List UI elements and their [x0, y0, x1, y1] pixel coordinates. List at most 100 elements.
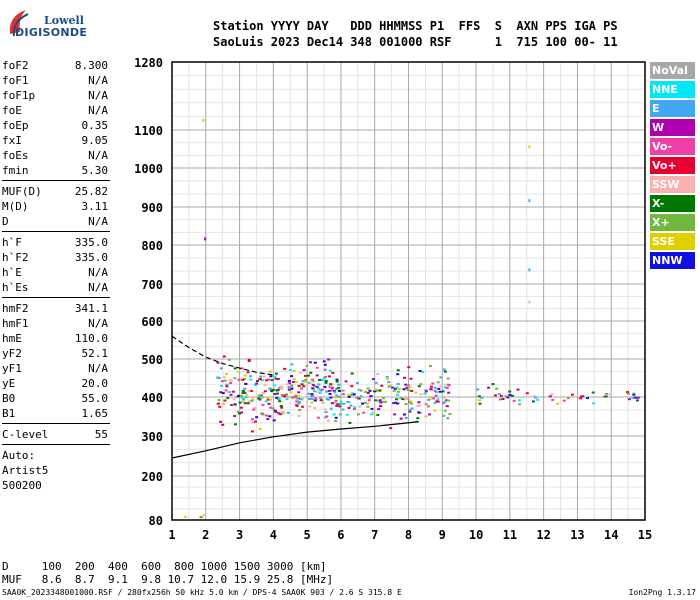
echo-point [229, 393, 233, 396]
param-row: yF2 52.1 [2, 346, 110, 361]
param-label: foF2 [2, 59, 29, 72]
echo-point [302, 385, 306, 388]
legend-item: X+ [650, 214, 695, 231]
echo-point [261, 403, 265, 406]
echo-point [395, 386, 399, 389]
echo-point [335, 404, 339, 407]
x-tick-label: 12 [536, 528, 550, 542]
echo-point [369, 413, 373, 416]
echo-point [327, 419, 330, 422]
echo-point [238, 401, 242, 404]
echo-point [286, 395, 290, 398]
echo-point [347, 395, 351, 398]
echo-point [276, 392, 279, 395]
echo-point [232, 398, 236, 401]
echo-point [445, 399, 449, 402]
param-label: foE [2, 104, 22, 117]
echo-point [249, 378, 253, 381]
x-tick-label: 8 [405, 528, 412, 542]
y-tick-label: 1000 [134, 162, 163, 176]
echo-point [334, 420, 337, 422]
x-tick-label: 2 [202, 528, 209, 542]
echo-point [320, 399, 324, 402]
param-row: yE 20.0 [2, 376, 110, 391]
echo-point [240, 411, 244, 414]
echo-point [313, 407, 317, 409]
echo-point [329, 407, 333, 410]
y-tick-label: 80 [149, 514, 163, 528]
echo-point [434, 391, 438, 394]
echo-point [362, 411, 366, 414]
param-label: h`F [2, 236, 22, 249]
param-label: B1 [2, 407, 16, 420]
param-label: foF1 [2, 74, 29, 87]
echo-point [303, 380, 307, 383]
echo-point [364, 401, 367, 404]
echo-point [436, 381, 440, 384]
echo-point [259, 375, 263, 378]
echo-point [320, 379, 324, 381]
echo-point [297, 414, 301, 417]
echo-point [331, 371, 335, 374]
echo-point [295, 400, 299, 403]
echo-point [341, 393, 345, 396]
echo-point [317, 387, 321, 390]
echo-point [391, 386, 395, 389]
echo-point [202, 118, 205, 122]
echo-point [297, 402, 301, 405]
x-tick-label: 6 [337, 528, 344, 542]
echo-point [339, 402, 343, 405]
echo-point [359, 395, 363, 398]
param-value: 341.1 [74, 302, 108, 315]
echo-point [286, 411, 290, 414]
echo-point [418, 370, 422, 372]
echo-point [407, 384, 411, 387]
echo-point [339, 413, 342, 416]
echo-point [443, 370, 447, 373]
echo-point [237, 394, 240, 397]
echo-point [392, 389, 396, 392]
echo-point [517, 399, 521, 402]
echo-point [409, 402, 413, 405]
param-label: h`F2 [2, 251, 29, 264]
param-row: D N/A [2, 214, 110, 229]
legend-item: W [650, 119, 695, 136]
echo-point [220, 380, 224, 383]
header-columns: Station YYYY DAY DDD HHMMSS P1 FFS S AXN… [213, 19, 618, 33]
y-tick-label: 1280 [134, 56, 163, 70]
echo-point [271, 388, 275, 391]
echo-point [301, 396, 305, 399]
echo-point [231, 390, 235, 393]
echo-point [273, 409, 277, 412]
echo-point [378, 389, 382, 392]
logo-text-lowell: Lowell [44, 14, 84, 27]
echo-point [395, 398, 399, 401]
param-divider [2, 297, 110, 298]
echo-point [324, 380, 328, 382]
echo-point [221, 391, 225, 394]
echo-point [184, 515, 188, 518]
echo-point [347, 401, 351, 404]
echo-point [300, 387, 303, 390]
echo-point [371, 411, 375, 414]
echo-point [380, 384, 384, 387]
param-label: yF2 [2, 347, 22, 360]
echo-point [424, 389, 428, 392]
param-row: hmF2 341.1 [2, 301, 110, 316]
echo-point [410, 390, 414, 392]
echo-point [262, 375, 266, 378]
echo-point [345, 413, 349, 416]
echo-point [426, 405, 430, 408]
echo-point [350, 372, 354, 375]
echo-point [337, 390, 341, 392]
echo-point [229, 382, 233, 384]
dashed-trace [171, 335, 274, 376]
echo-point [336, 403, 340, 406]
echo-point [247, 358, 251, 361]
echo-point [531, 400, 535, 403]
echo-point [216, 361, 220, 364]
plot-frame [171, 61, 646, 521]
echo-point [353, 406, 357, 409]
x-tick-label: 14 [604, 528, 618, 542]
echo-point [292, 370, 296, 372]
